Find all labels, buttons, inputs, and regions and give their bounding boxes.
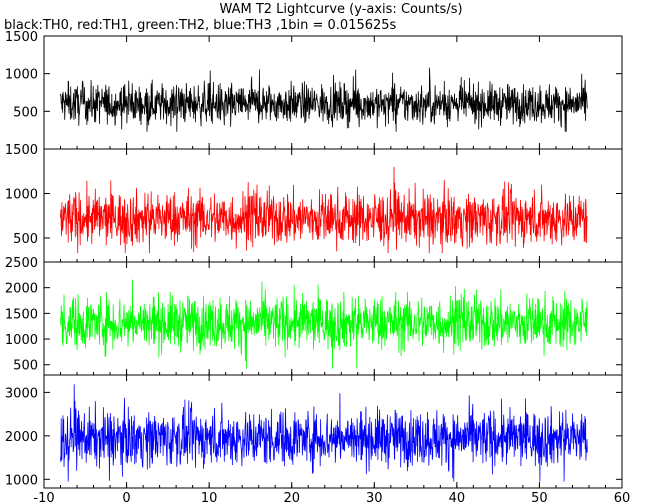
y-tick-label: 1000 [5, 473, 38, 488]
y-tick-label: 1500 [5, 307, 38, 322]
series-trace-th1 [60, 166, 588, 254]
series-trace-th2 [60, 279, 588, 369]
x-tick-label: 20 [283, 491, 300, 504]
y-tick-label: 1000 [5, 333, 38, 348]
panel-th0: 500 1000 1500 [5, 30, 623, 150]
y-tick-label: 1500 [5, 143, 38, 158]
chart-title: WAM T2 Lightcurve (y-axis: Counts/s) [219, 2, 462, 17]
y-tick-label: 1000 [5, 68, 38, 83]
y-tick-label: 3000 [5, 386, 38, 401]
chart-subtitle: black:TH0, red:TH1, green:TH2, blue:TH3 … [4, 18, 397, 33]
x-tick-label: 0 [122, 491, 130, 504]
y-tick-label: 2000 [5, 282, 38, 297]
x-tick-label: 30 [366, 491, 383, 504]
y-tick-label: 1000 [5, 187, 38, 202]
x-tick-label: 10 [201, 491, 218, 504]
x-tick-label: 40 [449, 491, 466, 504]
panel-th1: 500 1000 1500 [5, 143, 623, 263]
panel-th3: 1000 2000 3000 [5, 374, 623, 489]
panel-th2: 500 1000 1500 2000 2500 [5, 256, 623, 376]
y-tick-label: 500 [13, 105, 38, 120]
y-tick-label: 500 [13, 359, 38, 374]
series-trace-th3 [60, 384, 588, 482]
series-trace-th0 [60, 67, 588, 132]
y-tick-label: 1500 [5, 30, 38, 45]
x-tick-label: -10 [33, 491, 54, 504]
y-tick-label: 500 [13, 232, 38, 247]
x-tick-label: 50 [531, 491, 548, 504]
x-tick-label: 60 [614, 491, 631, 504]
panel-frame [43, 374, 623, 489]
y-tick-label: 2000 [5, 430, 38, 445]
y-tick-label: 2500 [5, 256, 38, 271]
